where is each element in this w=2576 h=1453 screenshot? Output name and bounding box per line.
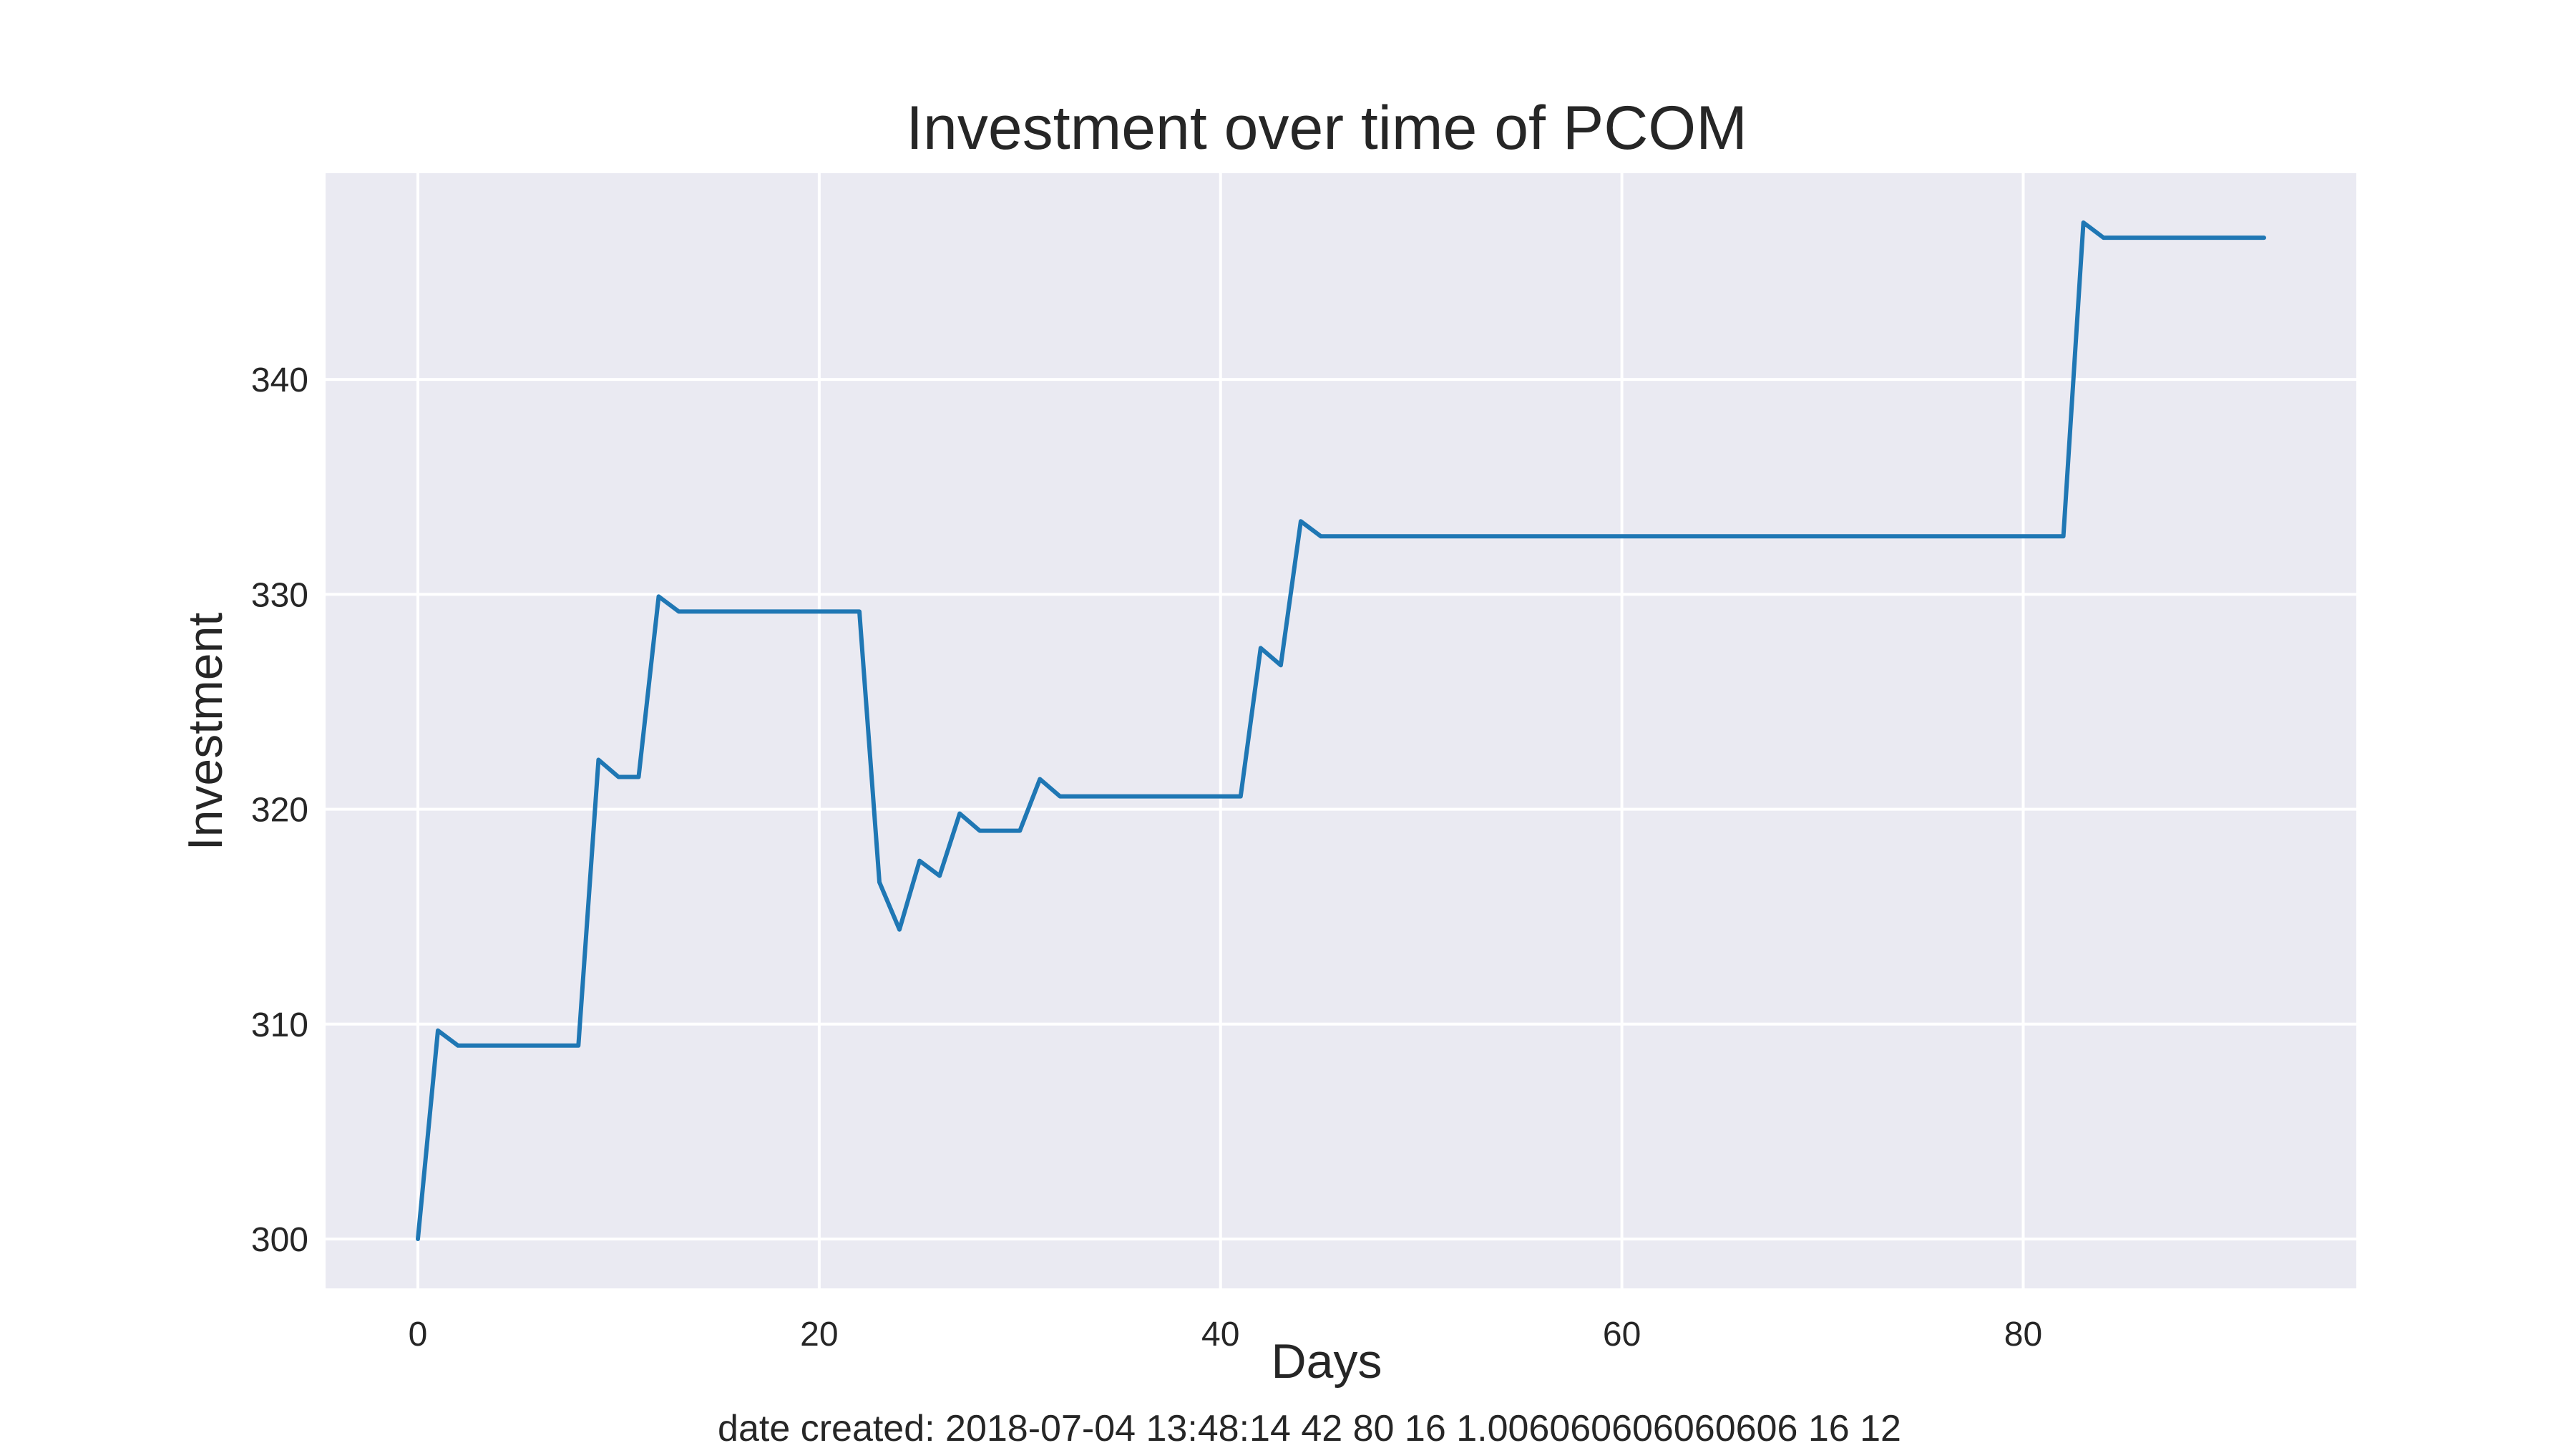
series-layer bbox=[416, 220, 2266, 1241]
x-tick-label: 0 bbox=[409, 1316, 428, 1354]
x-tick-label: 40 bbox=[1201, 1316, 1239, 1354]
x-axis-label: Days bbox=[1272, 1334, 1382, 1389]
y-axis-label: Investment bbox=[178, 613, 233, 851]
x-tick-label: 20 bbox=[800, 1316, 838, 1354]
grid-lines bbox=[326, 173, 2356, 1288]
date-created-footer: date created: 2018-07-04 13:48:14 42 80 … bbox=[718, 1408, 1901, 1449]
y-tick-label: 340 bbox=[251, 361, 308, 399]
chart-title: Investment over time of PCOM bbox=[906, 94, 1747, 162]
y-tick-label: 330 bbox=[251, 576, 308, 614]
tick-labels: 0 20 40 60 80 300 310 320 330 340 bbox=[251, 361, 2042, 1354]
y-tick-label: 300 bbox=[251, 1221, 308, 1259]
y-tick-label: 310 bbox=[251, 1006, 308, 1044]
plot-area bbox=[326, 173, 2356, 1288]
x-tick-label: 80 bbox=[2004, 1316, 2042, 1354]
y-tick-label: 320 bbox=[251, 792, 308, 830]
series-line bbox=[416, 220, 2266, 1241]
x-tick-label: 60 bbox=[1603, 1316, 1641, 1354]
